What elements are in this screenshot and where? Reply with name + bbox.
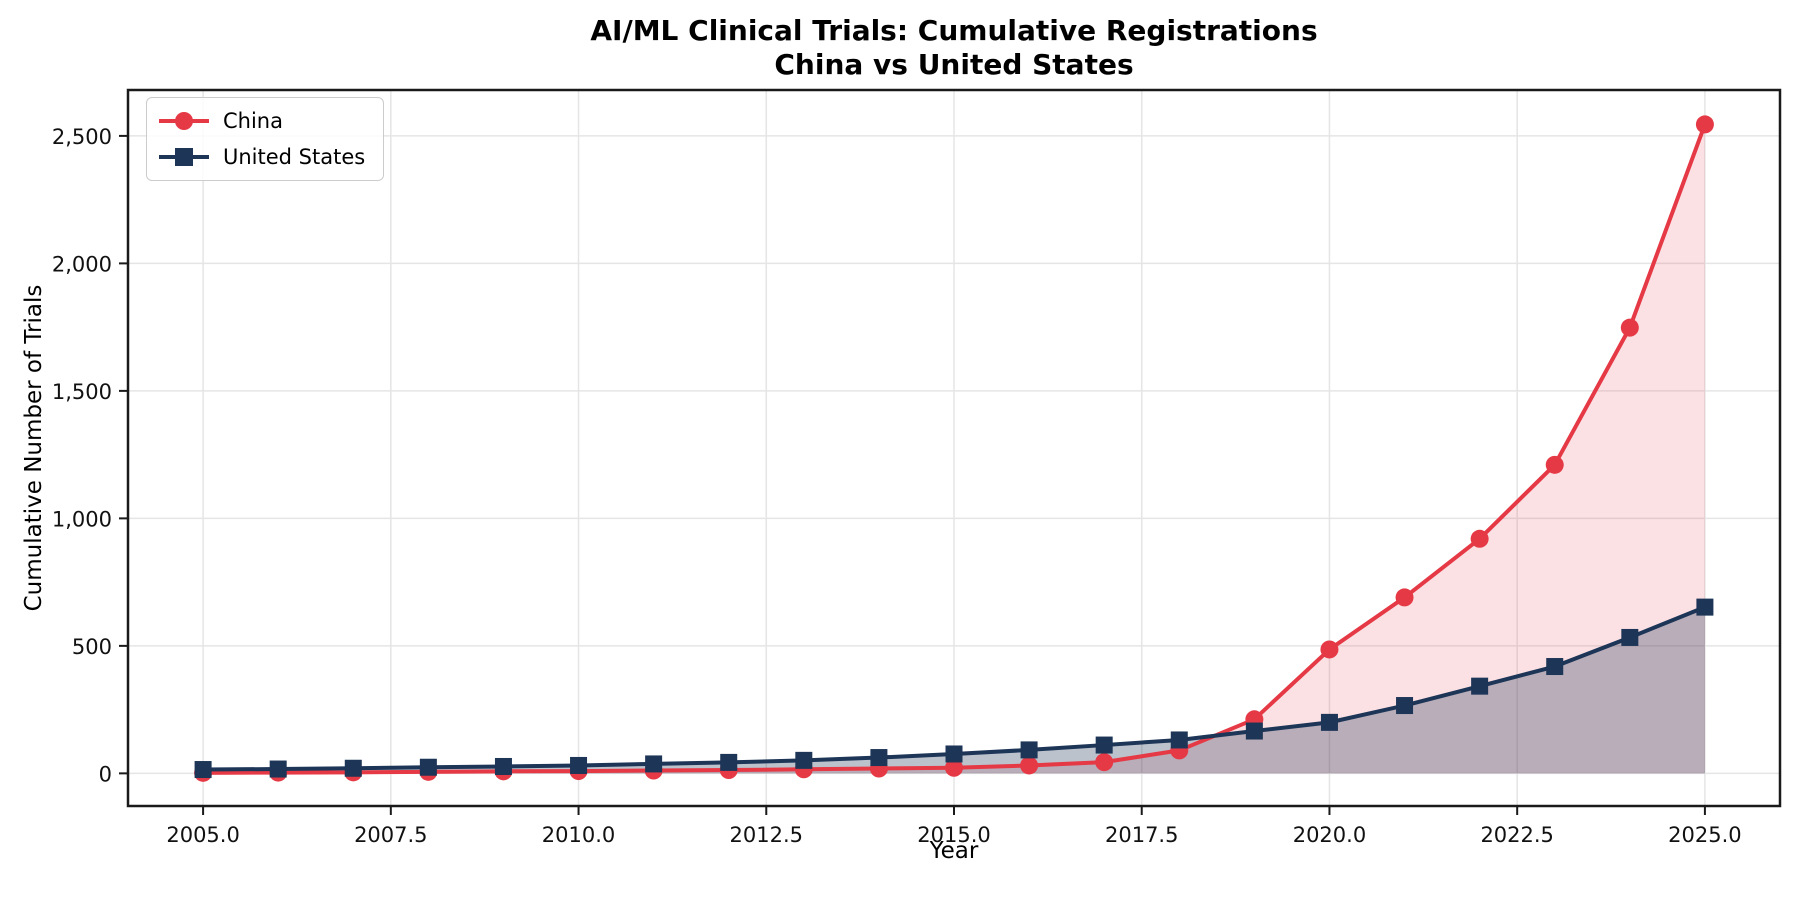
data-point-united-states [945,745,963,763]
data-point-united-states [795,751,813,769]
data-point-china [945,758,963,777]
x-tick-label: 2022.5 [1480,823,1553,847]
data-point-united-states [720,753,738,771]
y-tick-label: 1,500 [52,380,112,404]
data-point-united-states [1170,731,1188,749]
x-tick-label: 2005.0 [166,823,239,847]
x-tick-label: 2017.5 [1105,823,1178,847]
data-point-united-states [1396,697,1414,715]
x-tick-label: 2020.0 [1293,823,1366,847]
legend-label: China [223,109,283,133]
data-point-china [1620,318,1639,337]
area-fill-united-states [203,607,1705,774]
legend-marker-united-states [159,148,209,166]
x-tick-label: 2007.5 [354,823,427,847]
data-point-united-states [1621,628,1639,646]
legend-item-united-states: United States [159,142,365,172]
data-point-china [1095,753,1114,772]
data-point-china [1020,756,1039,775]
legend: China United States [146,97,385,181]
x-tick-label: 2012.5 [730,823,803,847]
data-point-united-states [494,757,512,775]
data-point-united-states [1471,677,1489,695]
data-point-united-states [645,755,663,773]
area-fill-china [203,124,1705,774]
data-point-united-states [1546,658,1564,676]
data-point-united-states [1095,736,1113,754]
x-tick-label: 2025.0 [1668,823,1741,847]
data-point-united-states [1696,598,1714,616]
data-point-china [1695,115,1714,134]
data-point-united-states [194,761,212,779]
data-point-china [1320,640,1339,659]
y-tick-label: 500 [72,635,112,659]
x-axis-label: Year [929,838,979,864]
data-point-united-states [870,749,888,767]
legend-marker-china [159,112,209,130]
y-tick-label: 0 [99,762,112,786]
legend-item-china: China [159,106,365,136]
data-point-united-states [419,758,437,776]
y-tick-label: 1,000 [52,507,112,531]
data-point-united-states [269,760,287,778]
square-marker-icon [175,148,193,166]
data-point-united-states [1245,722,1263,740]
y-tick-label: 2,500 [52,125,112,149]
legend-label: United States [223,145,366,169]
data-point-china [1470,529,1489,548]
circle-marker-icon [175,112,193,130]
data-point-united-states [1320,713,1338,731]
x-tick-label: 2010.0 [542,823,615,847]
chart-title-line1: AI/ML Clinical Trials: Cumulative Regist… [590,14,1318,47]
y-tick-label: 2,000 [52,252,112,276]
data-point-china [1545,455,1564,474]
chart-title-line2: China vs United States [774,48,1134,81]
data-point-united-states [344,759,362,777]
data-point-united-states [1020,741,1038,759]
data-point-united-states [570,756,588,774]
x-tick-label: 2015.0 [917,823,990,847]
y-axis-label: Cumulative Number of Trials [21,284,47,612]
data-point-china [1395,588,1414,607]
